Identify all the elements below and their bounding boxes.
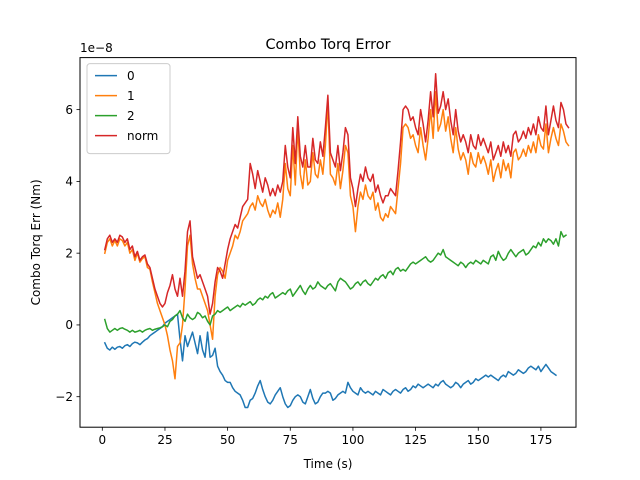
x-tick-label: 175 — [529, 433, 552, 447]
legend-frame — [86, 63, 171, 155]
legend-label-norm: norm — [127, 129, 158, 143]
chart-title: Combo Torq Error — [266, 37, 391, 53]
series-line-2 — [103, 230, 568, 333]
x-tick-label: 75 — [283, 433, 298, 447]
x-tick-label: 100 — [341, 433, 364, 447]
x-tick-label: 150 — [467, 433, 490, 447]
y-axis-label: Combo Torq Err (Nm) — [29, 179, 43, 305]
x-tick-label: 50 — [220, 433, 235, 447]
y-tick-label: 2 — [65, 246, 73, 260]
legend-label-1: 1 — [127, 89, 135, 103]
x-tick-label: 125 — [404, 433, 427, 447]
lines-layer — [103, 73, 570, 409]
legend-label-2: 2 — [127, 109, 135, 123]
y-offset-text: 1e−8 — [80, 41, 113, 55]
y-tick-label: 6 — [65, 103, 73, 117]
x-tick-label: 0 — [98, 433, 106, 447]
y-tick-label: 0 — [65, 318, 73, 332]
x-tick-label: 25 — [157, 433, 172, 447]
series-line-1 — [103, 90, 570, 380]
series-line-norm — [103, 73, 570, 315]
y-axis: −2 0 2 4 6 — [55, 103, 80, 404]
legend-label-0: 0 — [127, 69, 135, 83]
legend: 0 1 2 norm — [86, 63, 171, 155]
x-axis: 0 25 50 75 100 125 150 175 — [98, 427, 552, 447]
y-tick-label: −2 — [55, 390, 73, 404]
y-tick-label: 4 — [65, 175, 73, 189]
x-axis-label: Time (s) — [303, 457, 353, 471]
axes-frame — [79, 57, 577, 428]
